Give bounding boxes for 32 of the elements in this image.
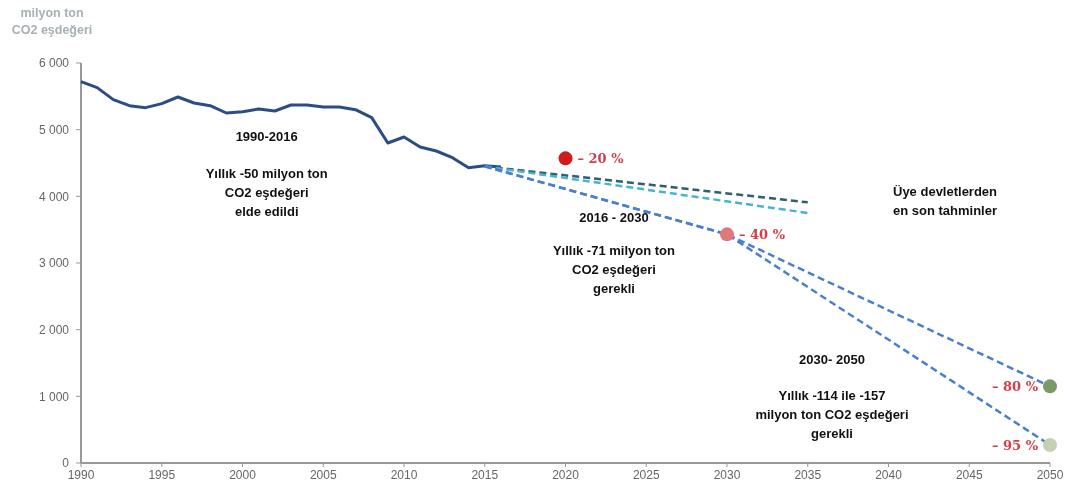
x-tick-label: 2000 [229, 468, 257, 482]
x-tick-label: 2025 [632, 468, 660, 482]
y-tick-label: 3 000 [38, 256, 70, 271]
y-tick-label: 1 000 [38, 389, 70, 404]
annotation: 1990-2016 [235, 129, 298, 144]
x-tick-label: 2040 [875, 468, 903, 482]
x-tick-label: 2015 [471, 468, 499, 482]
annotation: Üye devletlerden en son tahminler [893, 184, 998, 219]
annotation: – 95 % [992, 437, 1039, 453]
x-tick-label: 2030 [713, 468, 741, 482]
y-axis-title: milyon ton CO2 eşdeğeri [11, 6, 93, 37]
annotation: – 40 % [739, 226, 786, 242]
x-tick-label: 1995 [148, 468, 176, 482]
x-tick-label: 2010 [390, 468, 418, 482]
annotation: Yıllık -71 milyon ton CO2 eşdeğeri gerekli [552, 243, 676, 296]
x-tick-label: 2005 [309, 468, 337, 482]
x-tick-label: 2050 [1036, 468, 1064, 482]
y-tick-label: 6 000 [38, 56, 70, 71]
annotation: Yıllık -114 ile -157 milyon ton CO2 eşdeğeri gerekli [755, 387, 909, 441]
y-tick-label: 0 [62, 456, 70, 471]
annotation: 2016 - 2030 [579, 209, 649, 225]
y-tick-label: 4 000 [38, 189, 70, 204]
annotation: 2030- 2050 [799, 351, 865, 367]
y-tick-label: 5 000 [38, 122, 70, 137]
x-tick-label: 1990 [67, 468, 95, 482]
x-tick-label: 2045 [955, 468, 983, 482]
annotation: Yıllık -50 milyon ton CO2 eşdeğeri elde edildi [205, 166, 328, 220]
y-tick-label: 2 000 [38, 322, 70, 337]
x-tick-label: 2035 [794, 468, 822, 482]
x-tick-label: 2020 [552, 468, 580, 482]
annotation: – 80 % [992, 378, 1039, 394]
annotation: – 20 % [577, 150, 625, 166]
